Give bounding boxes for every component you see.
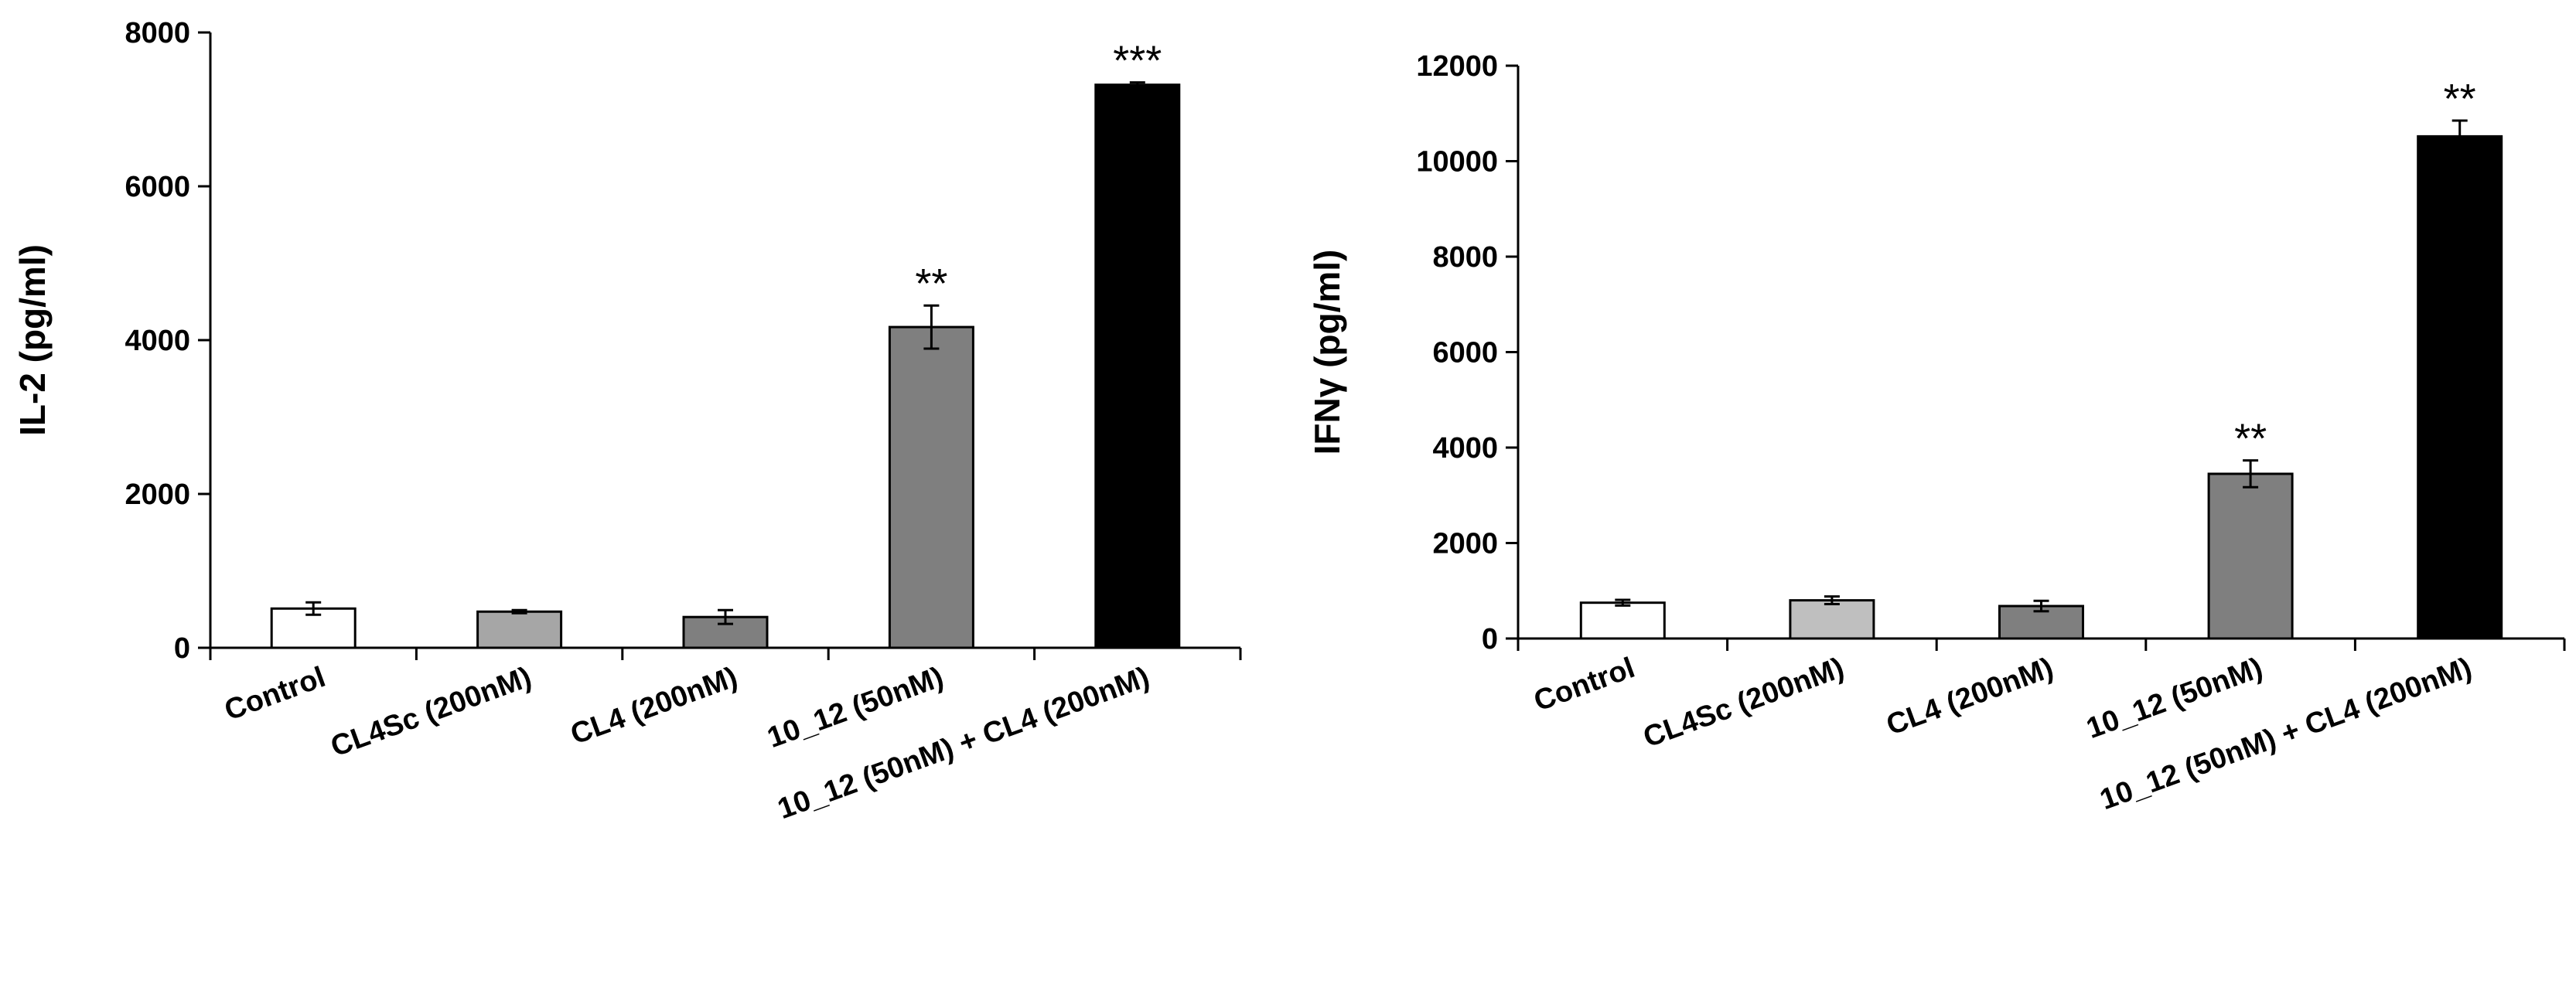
y-tick-label: 12000 <box>1416 50 1498 83</box>
y-tick-label: 2000 <box>125 478 190 511</box>
bar <box>1579 601 1666 640</box>
y-tick-label: 6000 <box>125 171 190 203</box>
bar <box>270 607 357 649</box>
y-tick-label: 0 <box>1482 623 1498 656</box>
category-label: Control <box>220 661 329 727</box>
y-tick-label: 6000 <box>1432 337 1498 369</box>
category-label: 10_12 (50nM) + CL4 (200nM) <box>2096 652 2476 816</box>
category-label: 10_12 (50nM) <box>2083 652 2267 745</box>
category-label: CL4 (200nM) <box>1882 652 2058 742</box>
y-axis-title: IL-2 (pg/ml) <box>12 244 53 436</box>
y-tick-label: 0 <box>174 632 190 665</box>
category-label: Control <box>1530 652 1639 718</box>
bar <box>476 610 563 649</box>
y-axis-title: IFNγ (pg/ml) <box>1307 250 1347 455</box>
y-tick-label: 8000 <box>125 17 190 49</box>
significance-marker: ** <box>2444 76 2476 122</box>
significance-marker: ** <box>2234 416 2267 462</box>
y-tick-label: 8000 <box>1432 241 1498 274</box>
y-tick-label: 4000 <box>1432 432 1498 465</box>
y-tick-label: 2000 <box>1432 528 1498 560</box>
category-label: CL4Sc (200nM) <box>1639 652 1848 754</box>
bar <box>1789 599 1875 640</box>
category-label: 10_12 (50nM) <box>763 661 948 754</box>
y-tick-label: 4000 <box>125 325 190 357</box>
bar <box>888 325 974 649</box>
category-label: CL4Sc (200nM) <box>326 661 535 764</box>
significance-marker: ** <box>915 261 947 307</box>
il2-chart: 0 2000 4000 6000 8000 IL-2 (pg/ml) ControlCL4S… <box>12 17 1242 826</box>
category-label: CL4 (200nM) <box>566 661 742 751</box>
y-tick-label: 10000 <box>1416 146 1498 179</box>
bar <box>2207 472 2294 640</box>
significance-marker: *** <box>1113 38 1162 84</box>
category-label: 10_12 (50nM) + CL4 (200nM) <box>773 661 1154 826</box>
ifng-chart: 0 2000 4000 6000 8000 10000 12000 IFNγ (pg/ml) C… <box>1307 50 2566 816</box>
bar <box>2417 135 2503 640</box>
bar <box>1094 83 1181 649</box>
